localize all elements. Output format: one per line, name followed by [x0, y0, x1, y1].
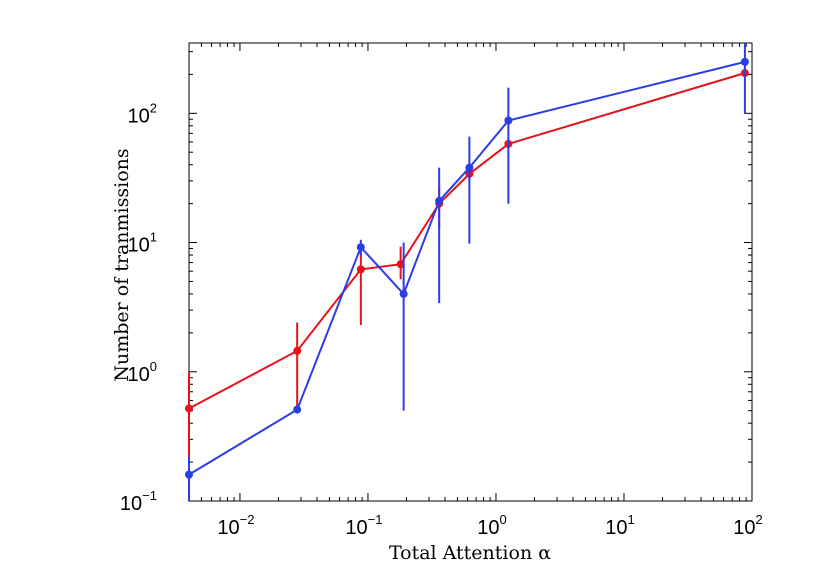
y-axis-title: Number of tranmissions	[111, 148, 133, 381]
data-point	[435, 196, 444, 205]
x-axis-title: Total Attention α	[389, 542, 551, 564]
x-tick-base: 10	[605, 517, 627, 539]
y-tick-exponent: 0	[150, 359, 157, 374]
y-tick-label: 101	[128, 230, 157, 257]
data-point	[356, 243, 365, 252]
data-point	[504, 116, 513, 125]
data-point	[396, 260, 405, 269]
y-tick-exponent: 1	[150, 230, 157, 245]
data-point	[185, 404, 193, 413]
data-point	[185, 470, 193, 479]
x-tick-exponent: −1	[368, 512, 383, 527]
x-tick-exponent: 1	[627, 512, 634, 527]
data-series	[185, 43, 749, 501]
y-tick-base: 10	[128, 364, 150, 386]
y-tick-base: 10	[128, 105, 150, 127]
series-2	[185, 43, 749, 501]
y-tick-label: 100	[128, 359, 157, 386]
x-tick-label: 100	[477, 512, 506, 539]
x-tick-base: 10	[733, 517, 755, 539]
data-point	[399, 289, 408, 298]
y-tick-exponent: −1	[142, 488, 157, 503]
x-tick-exponent: 2	[756, 512, 763, 527]
x-tick-label: 102	[733, 512, 762, 539]
data-point	[465, 163, 474, 172]
y-tick-exponent: 2	[150, 100, 157, 115]
x-tick-base: 10	[217, 517, 239, 539]
plot-area	[188, 42, 753, 502]
y-tick-base: 10	[128, 235, 150, 257]
y-tick-label: 102	[128, 100, 157, 127]
x-tick-label: 10−1	[345, 512, 382, 539]
x-tick-label: 101	[605, 512, 634, 539]
series-line	[188, 72, 746, 410]
x-tick-exponent: 0	[499, 512, 506, 527]
x-tick-base: 10	[345, 517, 367, 539]
x-tick-label: 10−2	[217, 512, 254, 539]
data-point	[356, 265, 365, 274]
data-point	[293, 405, 302, 414]
y-tick-base: 10	[120, 493, 142, 515]
data-point	[740, 57, 749, 66]
data-point	[293, 346, 302, 355]
y-tick-label: 10−1	[120, 488, 157, 515]
x-tick-base: 10	[477, 517, 499, 539]
x-tick-exponent: −2	[240, 512, 255, 527]
series-line	[188, 60, 746, 476]
